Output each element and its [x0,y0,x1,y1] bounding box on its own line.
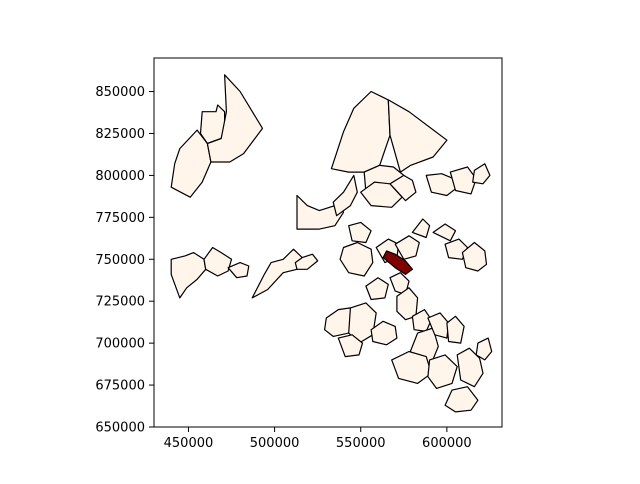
region-east-c [461,241,488,272]
region-south-mid-a [365,277,389,301]
region-ne-small-b [449,166,477,195]
region-west-a [170,252,207,299]
region-south-east-a [411,309,432,332]
region-nw-east [206,74,264,163]
y-tick-label: 800000 [95,169,145,184]
region-center-west-a [296,194,345,230]
y-tick-label: 775000 [95,211,145,226]
region-highlight [382,250,413,275]
region-south-west-c [337,334,364,358]
region-west-e [294,253,319,270]
y-axis: 650000 675000 700000 725000 750000 775000 8000… [95,85,154,436]
region-mid-b [339,241,374,277]
x-tick-label: 450000 [164,436,214,451]
region-mid-a [348,221,372,244]
region-west-b [203,246,233,277]
y-tick-label: 825000 [95,127,145,142]
x-tick-label: 550000 [336,436,386,451]
x-axis: 450000 500000 550000 600000 [164,427,472,451]
region-west-c [227,262,250,279]
region-south-mid-b [389,272,410,296]
y-tick-label: 675000 [95,379,145,394]
region-south-bottom-b [427,354,458,389]
region-south-east-d [446,315,465,344]
y-tick-label: 725000 [95,295,145,310]
y-tick-label: 850000 [95,85,145,100]
regions-layer [170,74,493,413]
region-ne-small-c [472,163,491,185]
region-west-d [251,248,303,299]
x-tick-label: 600000 [422,436,472,451]
region-center-ne [387,99,448,173]
y-tick-label: 750000 [95,253,145,268]
region-mid-d [394,235,420,260]
region-center-west-b [332,174,358,217]
region-center-tall [330,90,391,173]
region-center-south-b [389,174,417,202]
region-south-bottom-e [475,337,493,361]
y-tick-label: 650000 [95,421,145,436]
y-tick-label: 700000 [95,337,145,352]
region-south-bottom-c [456,347,484,388]
region-south-bottom-d [444,386,479,413]
region-mid-e [411,218,431,239]
region-south-left [370,320,398,346]
axes-frame [153,57,503,428]
x-tick-label: 500000 [250,436,300,451]
region-south-bottom-a [391,350,432,384]
region-east-a [432,223,457,242]
